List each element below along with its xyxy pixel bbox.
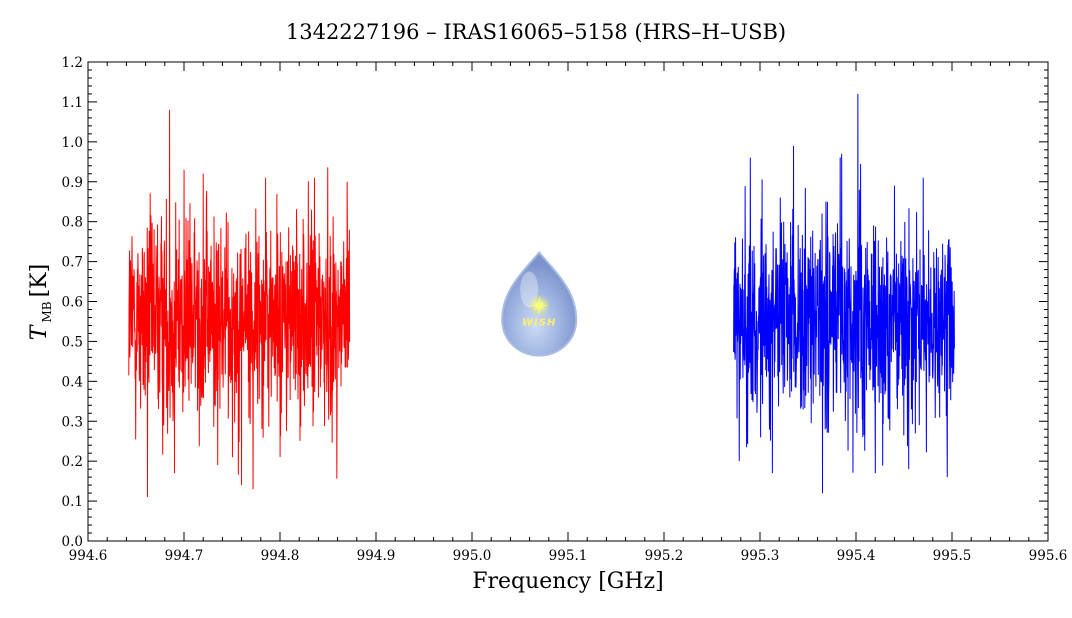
series-line-2 bbox=[733, 93, 955, 494]
y-axis-label-unit: [K] bbox=[27, 264, 52, 298]
y-tick-labels: 0.0 0.1 0.2 0.3 0.4 0.5 0.6 0.7 0.8 0.9 1.0 1.1 1.2 bbox=[62, 55, 83, 550]
x-tick-label: 994.6 bbox=[69, 548, 108, 564]
x-tick-labels: 994.6 994.7 994.8 994.9 995.0 995.1 995.2 995.3… bbox=[69, 548, 1068, 564]
y-tick-label: 0.2 bbox=[62, 454, 83, 470]
ticks-layer bbox=[87, 61, 1049, 542]
y-tick-label: 1.1 bbox=[62, 95, 83, 111]
x-tick-label: 995.3 bbox=[741, 548, 780, 564]
y-axis-label-main: T bbox=[27, 323, 52, 340]
x-tick-label: 994.8 bbox=[261, 548, 300, 564]
series-line-1 bbox=[128, 109, 351, 498]
x-tick-label: 994.9 bbox=[357, 548, 396, 564]
y-tick-label: 1.0 bbox=[62, 135, 83, 151]
y-tick-label: 0.0 bbox=[62, 534, 83, 550]
star-icon bbox=[529, 295, 550, 316]
y-tick-label: 0.9 bbox=[62, 175, 83, 191]
wish-logo: WISH bbox=[501, 250, 578, 357]
y-tick-label: 0.6 bbox=[62, 295, 83, 311]
y-tick-label: 0.7 bbox=[62, 255, 83, 271]
y-tick-label: 0.5 bbox=[62, 334, 83, 350]
y-axis-label: TMB [K] bbox=[27, 264, 54, 340]
plot-area: WISH bbox=[87, 61, 1049, 542]
x-axis-label: Frequency [GHz] bbox=[472, 569, 664, 594]
x-tick-label: 995.2 bbox=[645, 548, 684, 564]
y-axis-label-sub: MB bbox=[40, 301, 54, 322]
logo-text: WISH bbox=[522, 317, 556, 328]
y-tick-label: 1.2 bbox=[62, 55, 83, 71]
x-tick-label: 995.4 bbox=[837, 548, 876, 564]
x-tick-label: 995.0 bbox=[453, 548, 492, 564]
x-tick-label: 995.1 bbox=[549, 548, 588, 564]
x-tick-label: 994.7 bbox=[165, 548, 204, 564]
y-tick-label: 0.1 bbox=[62, 494, 83, 510]
y-tick-label: 0.8 bbox=[62, 215, 83, 231]
y-tick-label: 0.4 bbox=[62, 374, 83, 390]
y-tick-label: 0.3 bbox=[62, 414, 83, 430]
y-axis-label-group: TMB [K] bbox=[27, 264, 54, 340]
chart-title: 1342227196 – IRAS16065–5158 (HRS–H–USB) bbox=[286, 20, 786, 44]
x-tick-label: 995.6 bbox=[1029, 548, 1068, 564]
series-layer bbox=[128, 93, 955, 498]
x-tick-label: 995.5 bbox=[933, 548, 972, 564]
